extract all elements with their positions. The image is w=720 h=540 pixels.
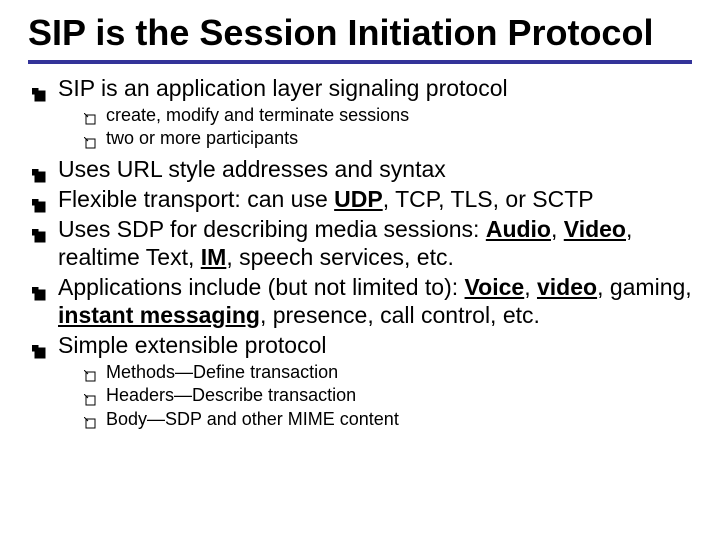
text-run: video xyxy=(537,274,597,300)
square-outline-bullet-icon xyxy=(84,365,96,377)
list-item: Simple extensible protocol Methods—Define… xyxy=(32,331,692,431)
text-run: , gaming, xyxy=(597,274,692,300)
text-run: , TCP, TLS, or SCTP xyxy=(383,186,594,212)
square-bullet-icon xyxy=(32,161,46,175)
square-bullet-icon xyxy=(32,221,46,235)
text-run: , presence, call control, etc. xyxy=(260,302,540,328)
list-item: SIP is an application layer signaling pr… xyxy=(32,74,692,151)
text-run: Audio xyxy=(486,216,551,242)
square-outline-bullet-icon xyxy=(84,412,96,424)
text-run: Body—SDP and other MIME content xyxy=(106,409,399,429)
text-run: Voice xyxy=(465,274,525,300)
square-outline-bullet-icon xyxy=(84,108,96,120)
text-run: Flexible transport: can use xyxy=(58,186,334,212)
list-item: Headers—Describe transaction xyxy=(84,384,692,407)
square-outline-bullet-icon xyxy=(84,132,96,144)
sub-bullet-list: create, modify and terminate sessions two… xyxy=(58,104,692,151)
list-item: Flexible transport: can use UDP, TCP, TL… xyxy=(32,185,692,213)
text-run: , xyxy=(524,274,537,300)
square-bullet-icon xyxy=(32,191,46,205)
text-run: two or more participants xyxy=(106,128,298,148)
slide: SIP is the Session Initiation Protocol S… xyxy=(0,0,720,445)
text-run: Methods—Define transaction xyxy=(106,362,338,382)
text-run: Uses SDP for describing media sessions: xyxy=(58,216,486,242)
text-run: IM xyxy=(201,244,227,270)
text-run: create, modify and terminate sessions xyxy=(106,105,409,125)
sub-bullet-list: Methods—Define transaction Headers—Descri… xyxy=(58,361,692,431)
list-item: Applications include (but not limited to… xyxy=(32,273,692,329)
square-bullet-icon xyxy=(32,337,46,351)
list-item: Body—SDP and other MIME content xyxy=(84,408,692,431)
list-item: Uses URL style addresses and syntax xyxy=(32,155,692,183)
square-bullet-icon xyxy=(32,279,46,293)
square-bullet-icon xyxy=(32,80,46,94)
text-run: SIP is an application layer signaling pr… xyxy=(58,75,508,101)
text-run: , speech services, etc. xyxy=(226,244,454,270)
text-run: Uses URL style addresses and syntax xyxy=(58,156,446,182)
text-run: , xyxy=(551,216,564,242)
text-run: Video xyxy=(564,216,626,242)
text-run: UDP xyxy=(334,186,383,212)
slide-title: SIP is the Session Initiation Protocol xyxy=(28,14,692,52)
title-divider xyxy=(28,60,692,64)
text-run: Applications include (but not limited to… xyxy=(58,274,465,300)
list-item: two or more participants xyxy=(84,127,692,150)
text-run: instant messaging xyxy=(58,302,260,328)
text-run: Headers—Describe transaction xyxy=(106,385,356,405)
list-item: Uses SDP for describing media sessions: … xyxy=(32,215,692,271)
list-item: create, modify and terminate sessions xyxy=(84,104,692,127)
square-outline-bullet-icon xyxy=(84,389,96,401)
text-run: Simple extensible protocol xyxy=(58,332,326,358)
list-item: Methods—Define transaction xyxy=(84,361,692,384)
bullet-list: SIP is an application layer signaling pr… xyxy=(28,74,692,431)
